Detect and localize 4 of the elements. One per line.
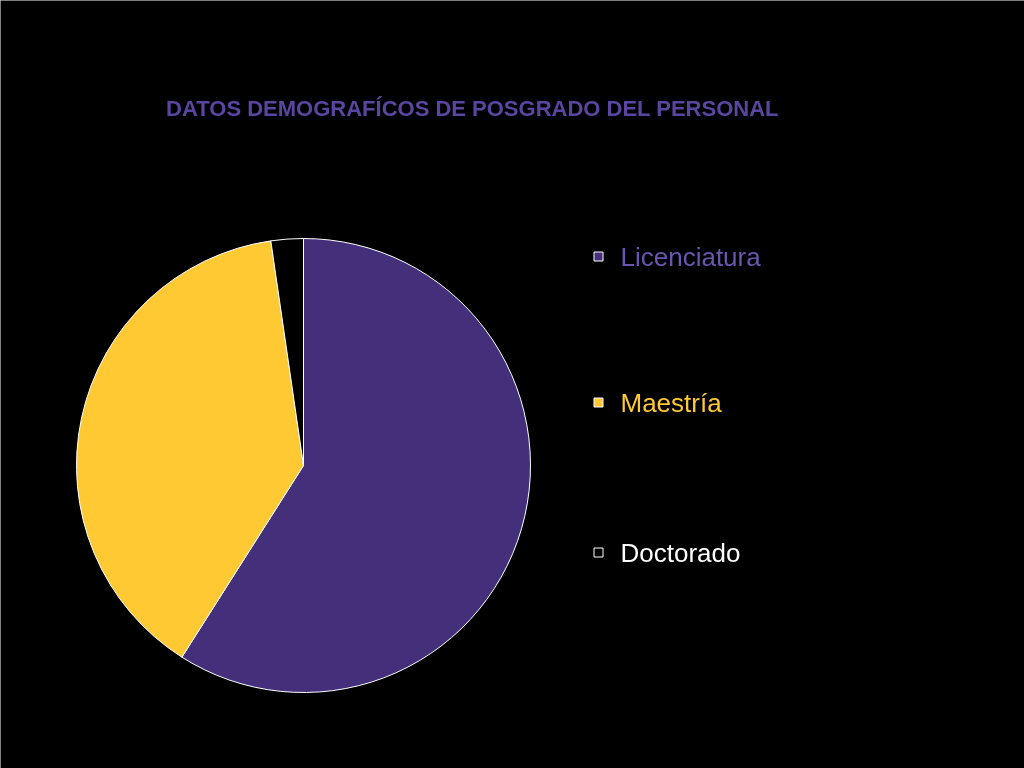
legend-label: Doctorado <box>620 537 741 568</box>
legend-label: Licenciatura <box>620 241 762 272</box>
legend-label: Maestría <box>620 387 723 418</box>
chart-title: DATOS DEMOGRAFÍCOS DE POSGRADO DEL PERSONAL <box>166 96 779 121</box>
